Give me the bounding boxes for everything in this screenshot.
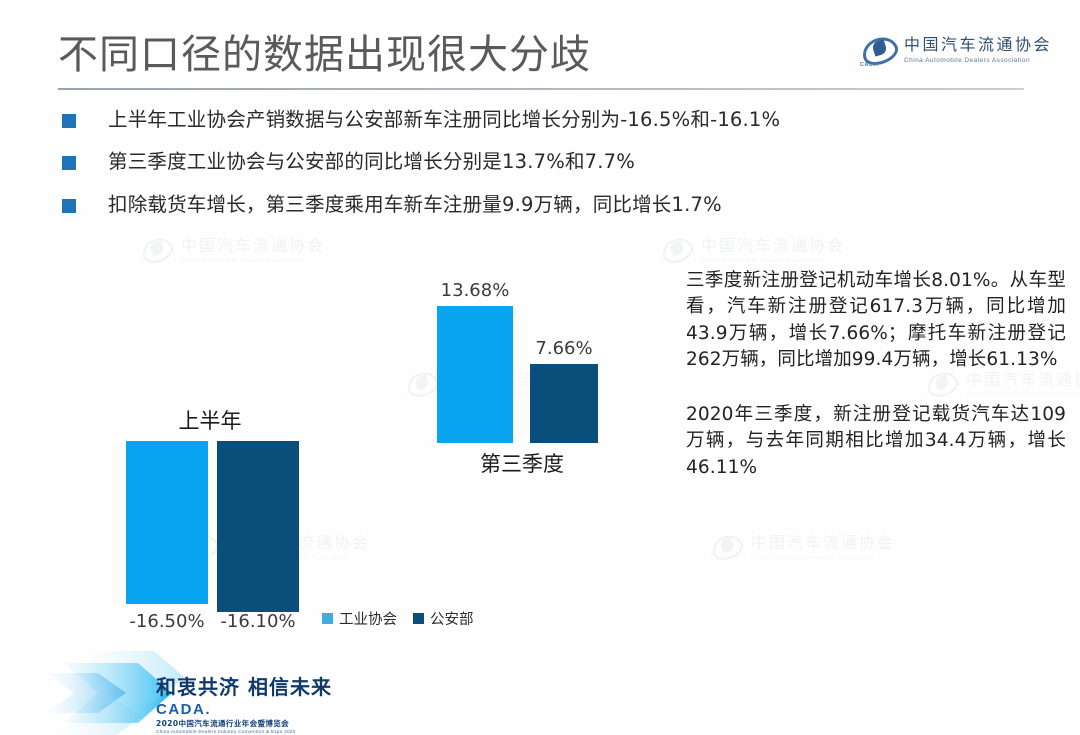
commentary-panel: 三季度新注册登记机动车增长8.01%。从车型看，汽车新注册登记617.3万辆，同… (686, 268, 1066, 509)
footer-event-cn: 2020中国汽车流通行业年会暨博览会 (156, 719, 290, 728)
cada-emblem-label: CADA (859, 62, 879, 68)
bullet-text: 第三季度工业协会与公安部的同比增长分别是13.7%和7.7% (108, 150, 635, 174)
association-logo-en: China Automobile Dealers Association (903, 57, 1031, 65)
title-divider (58, 88, 1024, 90)
watermark-tile: CADA 中国汽车流通协会 China Automobile Dealers A… (660, 236, 846, 266)
watermark-en: China Automobile Dealers Association (701, 257, 824, 264)
footer-slogan: 和衷共济 相信未来 (156, 675, 332, 699)
bar-q3-public-security (530, 364, 598, 443)
data-label-q3-public-security: 7.66% (535, 338, 593, 359)
list-item: 扣除载货车增长，第三季度乘用车新车注册量9.9万辆，同比增长1.7% (62, 193, 962, 216)
bullet-text: 扣除载货车增长，第三季度乘用车新车注册量9.9万辆，同比增长1.7% (108, 192, 722, 216)
data-label-h1-public-security: -16.10% (220, 611, 296, 632)
legend-swatch-icon (322, 613, 333, 624)
page-title: 不同口径的数据出现很大分歧 (58, 32, 591, 78)
category-label-h1: 上半年 (178, 409, 242, 433)
footer-event-en: China Automobile Dealers Industry Conven… (156, 728, 296, 734)
footer-banner: 和衷共济 相信未来 CADA. 2020中国汽车流通行业年会暨博览会 China… (46, 647, 386, 735)
watermark-cn: 中国汽车流通协会 (751, 533, 896, 552)
watermark-tile: CADA 中国汽车流通协会 China Automobile Dealers A… (710, 533, 896, 563)
watermark-cn: 中国汽车流通协会 (701, 236, 846, 255)
footer-banner-text: 和衷共济 相信未来 CADA. 2020中国汽车流通行业年会暨博览会 China… (156, 677, 332, 735)
bullet-square-icon (62, 114, 76, 128)
commentary-paragraph-1: 三季度新注册登记机动车增长8.01%。从车型看，汽车新注册登记617.3万辆，同… (686, 270, 1066, 371)
legend-label: 工业协会 (339, 612, 397, 628)
cada-watermark-icon: CADA (710, 535, 744, 563)
category-label-q3: 第三季度 (480, 452, 564, 476)
association-logo-cn: 中国汽车流通协会 (903, 35, 1052, 55)
watermark-sub: CADA (710, 556, 731, 563)
bullet-square-icon (62, 198, 76, 213)
arrow-graphic-icon (46, 651, 221, 735)
bar-h1-public-security (217, 441, 299, 612)
data-label-q3-industry-association: 13.68% (440, 280, 510, 301)
bullet-list: 上半年工业协会产销数据与公安部新车注册同比增长分别为-16.5%和-16.1% … (62, 108, 962, 235)
watermark-en: China Automobile Dealers Association (751, 554, 874, 561)
footer-brand: CADA. (156, 701, 211, 718)
legend-swatch-icon (413, 613, 424, 624)
legend-item-industry-association: 工业协会 (322, 608, 397, 629)
list-item: 第三季度工业协会与公安部的同比增长分别是13.7%和7.7% (62, 150, 962, 173)
data-label-h1-industry-association: -16.50% (129, 611, 205, 632)
legend-label: 公安部 (430, 612, 474, 628)
legend-item-public-security: 公安部 (413, 608, 474, 629)
cada-emblem-icon: CADA (859, 36, 898, 68)
bar-chart: 上半年 -16.50% -16.10% 13.68% 7.66% 第三季度 (0, 230, 660, 640)
bullet-square-icon (62, 156, 76, 171)
commentary-paragraph-2: 2020年三季度，新注册登记载货汽车达109万辆，与去年同期相比增加34.4万辆… (686, 403, 1066, 478)
bullet-text: 上半年工业协会产销数据与公安部新车注册同比增长分别为-16.5%和-16.1% (108, 108, 781, 131)
watermark-sub: CADA (660, 259, 681, 266)
list-item: 上半年工业协会产销数据与公安部新车注册同比增长分别为-16.5%和-16.1% (62, 108, 962, 131)
association-logo: CADA 中国汽车流通协会 China Automobile Dealers A… (859, 35, 1052, 68)
slide-header: 不同口径的数据出现很大分歧 (0, 0, 1080, 96)
bar-q3-industry-association (437, 306, 513, 443)
cada-watermark-icon: CADA (660, 238, 694, 266)
chart-legend: 工业协会 公安部 (322, 608, 474, 629)
bar-h1-industry-association (126, 441, 208, 604)
